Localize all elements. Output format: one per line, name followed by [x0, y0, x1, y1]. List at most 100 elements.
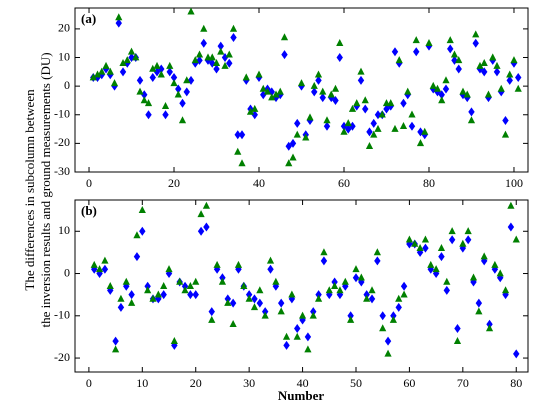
diamond-point	[230, 32, 237, 42]
diamond-point	[413, 47, 420, 57]
diamond-point	[245, 290, 253, 300]
triangle-point	[501, 286, 510, 294]
triangle-point	[218, 277, 227, 285]
diamond-point	[251, 110, 258, 120]
triangle-point	[306, 113, 314, 121]
triangle-point	[384, 349, 392, 357]
diamond-point	[366, 127, 373, 137]
y-tick-label: 20	[58, 21, 70, 35]
triangle-point	[357, 67, 365, 75]
diamond-point	[213, 64, 220, 74]
diamond-point	[319, 93, 326, 103]
triangle-point	[90, 260, 98, 268]
diamond-point	[221, 53, 229, 63]
plot-frame	[74, 199, 529, 373]
x-tick-label: 70	[457, 376, 469, 390]
triangle-point	[176, 277, 184, 285]
triangle-point	[446, 36, 454, 44]
triangle-point	[259, 84, 267, 92]
triangle-point	[157, 70, 165, 78]
diamond-point	[238, 130, 246, 140]
triangle-point	[319, 87, 327, 95]
diamond-point	[395, 302, 402, 312]
diamond-point	[368, 294, 376, 304]
triangle-point	[352, 265, 360, 273]
triangle-point	[115, 13, 123, 21]
triangle-point	[512, 235, 520, 243]
diamond-point	[251, 294, 258, 304]
diamond-point	[217, 41, 224, 51]
diamond-point	[438, 90, 445, 100]
diamond-point	[283, 340, 290, 350]
triangle-point	[110, 79, 119, 87]
triangle-point	[491, 260, 499, 268]
diamond-point	[311, 87, 318, 97]
diamond-point	[187, 290, 194, 300]
triangle-point	[166, 61, 174, 69]
diamond-point	[294, 323, 301, 333]
triangle-point	[501, 130, 510, 138]
diamond-point	[139, 226, 146, 236]
diamond-point	[454, 323, 461, 333]
triangle-point	[161, 101, 170, 109]
diamond-point	[149, 73, 156, 83]
triangle-point	[93, 70, 102, 78]
triangle-point	[102, 61, 110, 69]
diamond-point	[192, 290, 199, 300]
triangle-point	[433, 84, 442, 92]
triangle-point	[363, 294, 371, 302]
diamond-point	[357, 75, 365, 85]
triangle-point	[261, 311, 269, 319]
diamond-point	[323, 121, 331, 131]
triangle-point	[378, 110, 386, 118]
triangle-point	[282, 332, 291, 340]
triangle-point	[331, 282, 339, 290]
y-axis-label: The differences in subcolumn between	[22, 89, 37, 291]
triangle-point	[323, 116, 331, 124]
diamond-point	[278, 298, 285, 308]
diamond-point	[362, 104, 369, 114]
triangle-point	[514, 84, 522, 92]
panel-label: (b)	[81, 203, 97, 218]
x-tick-label: 80	[510, 376, 522, 390]
triangle-point	[256, 286, 264, 294]
triangle-point	[197, 210, 205, 218]
y-tick-label: -10	[54, 308, 70, 322]
diamond-point	[101, 264, 109, 274]
diamond-point	[219, 273, 226, 283]
diamond-point	[400, 281, 408, 291]
triangle-point	[399, 122, 408, 130]
diamond-point	[166, 67, 173, 77]
diamond-point	[349, 121, 356, 131]
diamond-point	[229, 298, 237, 308]
triangle-point	[195, 50, 204, 58]
triangle-point	[325, 286, 333, 294]
diamond-point	[203, 222, 210, 232]
triangle-point	[427, 260, 435, 268]
triangle-point	[95, 265, 104, 273]
triangle-point	[187, 7, 195, 15]
triangle-point	[453, 336, 462, 344]
triangle-point	[127, 47, 136, 55]
triangle-point	[459, 87, 467, 95]
triangle-point	[174, 90, 182, 98]
triangle-point	[297, 79, 306, 87]
triangle-point	[475, 307, 483, 315]
triangle-point	[132, 53, 140, 61]
triangle-point	[370, 130, 378, 138]
triangle-point	[472, 30, 480, 38]
diamond-point	[347, 311, 354, 321]
triangle-point	[448, 227, 456, 235]
triangle-point	[320, 248, 328, 256]
triangle-point	[331, 84, 340, 92]
triangle-point	[238, 159, 246, 167]
triangle-point	[357, 273, 365, 281]
diamond-point	[422, 243, 429, 253]
triangle-point	[416, 243, 424, 251]
diamond-point	[310, 307, 317, 317]
diamond-point	[141, 90, 148, 100]
triangle-point	[432, 265, 440, 273]
triangle-point	[186, 282, 194, 290]
diamond-point	[443, 285, 451, 295]
